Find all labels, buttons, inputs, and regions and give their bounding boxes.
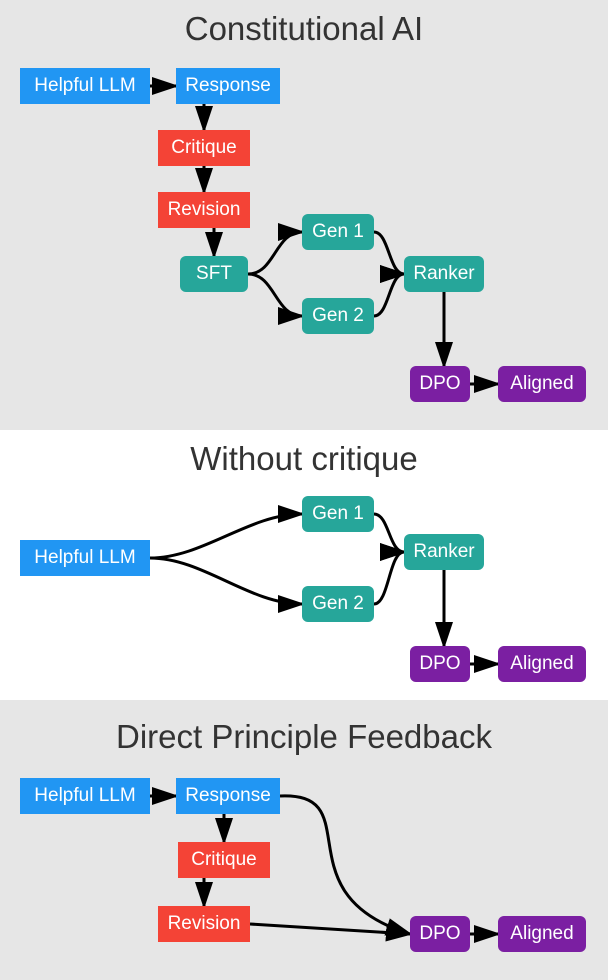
panel-title: Without critique: [0, 430, 608, 478]
node-critique: Critique: [178, 842, 270, 878]
edge-helpful_llm-to-gen1: [150, 514, 302, 558]
node-helpful_llm: Helpful LLM: [20, 540, 150, 576]
edge-gen1-to-ranker: [374, 514, 404, 552]
edge-helpful_llm-to-gen2: [150, 558, 302, 604]
panel-direct-principle-feedback: Direct Principle Feedback Helpful LLM Res…: [0, 700, 608, 980]
node-gen2: Gen 2: [302, 586, 374, 622]
node-critique: Critique: [158, 130, 250, 166]
edge-revision-to-dpo: [250, 924, 410, 934]
edge-response-to-dpo: [280, 796, 410, 934]
node-gen1: Gen 1: [302, 214, 374, 250]
node-ranker: Ranker: [404, 256, 484, 292]
node-helpful_llm: Helpful LLM: [20, 778, 150, 814]
panel-title: Direct Principle Feedback: [0, 700, 608, 756]
node-gen2: Gen 2: [302, 298, 374, 334]
edge-gen1-to-ranker: [374, 232, 404, 274]
node-response: Response: [176, 778, 280, 814]
diagram-root: Constitutional AI Helpful LLM Response Cri…: [0, 0, 608, 980]
edge-gen2-to-ranker: [374, 274, 404, 316]
node-dpo: DPO: [410, 646, 470, 682]
edge-sft-to-gen2: [248, 274, 302, 316]
node-revision: Revision: [158, 906, 250, 942]
node-aligned: Aligned: [498, 366, 586, 402]
panel-without-critique: Without critique Helpful LLM Gen 1 Gen 2 Ra…: [0, 430, 608, 700]
node-ranker: Ranker: [404, 534, 484, 570]
panel-title: Constitutional AI: [0, 0, 608, 48]
node-sft: SFT: [180, 256, 248, 292]
node-helpful_llm: Helpful LLM: [20, 68, 150, 104]
node-revision: Revision: [158, 192, 250, 228]
node-gen1: Gen 1: [302, 496, 374, 532]
edge-gen2-to-ranker: [374, 552, 404, 604]
node-dpo: DPO: [410, 916, 470, 952]
node-response: Response: [176, 68, 280, 104]
panel-constitutional-ai: Constitutional AI Helpful LLM Response Cri…: [0, 0, 608, 430]
node-aligned: Aligned: [498, 916, 586, 952]
edge-sft-to-gen1: [248, 232, 302, 274]
node-aligned: Aligned: [498, 646, 586, 682]
node-dpo: DPO: [410, 366, 470, 402]
